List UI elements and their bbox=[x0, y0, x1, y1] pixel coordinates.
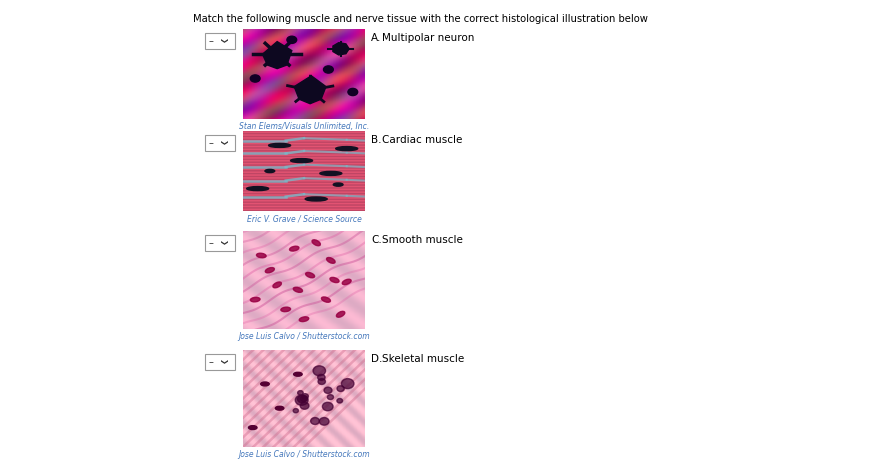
Text: Match the following muscle and nerve tissue with the correct histological illust: Match the following muscle and nerve tis… bbox=[193, 14, 648, 24]
Ellipse shape bbox=[342, 279, 351, 285]
Text: Jose Luis Calvo / Shutterstock.com: Jose Luis Calvo / Shutterstock.com bbox=[238, 450, 370, 459]
Ellipse shape bbox=[293, 287, 303, 292]
Ellipse shape bbox=[269, 144, 290, 147]
Circle shape bbox=[337, 399, 342, 403]
Ellipse shape bbox=[320, 171, 341, 175]
Text: C.: C. bbox=[371, 235, 382, 245]
Circle shape bbox=[250, 75, 260, 82]
Text: D.: D. bbox=[371, 354, 383, 364]
Circle shape bbox=[337, 386, 344, 392]
Text: A.: A. bbox=[371, 33, 382, 43]
Ellipse shape bbox=[248, 426, 257, 430]
Ellipse shape bbox=[312, 240, 321, 246]
Ellipse shape bbox=[326, 257, 335, 263]
Ellipse shape bbox=[336, 147, 358, 151]
FancyBboxPatch shape bbox=[205, 33, 235, 49]
Circle shape bbox=[287, 36, 297, 44]
Text: Smooth muscle: Smooth muscle bbox=[382, 235, 463, 245]
Circle shape bbox=[323, 402, 333, 411]
Text: –: – bbox=[209, 238, 214, 248]
Ellipse shape bbox=[290, 159, 313, 163]
Ellipse shape bbox=[336, 311, 345, 317]
FancyBboxPatch shape bbox=[205, 354, 235, 370]
Circle shape bbox=[300, 402, 309, 409]
Ellipse shape bbox=[275, 406, 284, 410]
Ellipse shape bbox=[294, 372, 302, 376]
Text: ❯: ❯ bbox=[219, 38, 226, 44]
Polygon shape bbox=[263, 42, 292, 68]
Ellipse shape bbox=[261, 382, 269, 386]
Circle shape bbox=[297, 395, 306, 402]
Text: ❯: ❯ bbox=[219, 140, 226, 146]
Text: –: – bbox=[209, 138, 214, 148]
Text: –: – bbox=[209, 36, 214, 46]
Text: –: – bbox=[209, 357, 214, 367]
Circle shape bbox=[323, 66, 333, 73]
Ellipse shape bbox=[333, 183, 343, 186]
Ellipse shape bbox=[289, 246, 299, 251]
Text: B.: B. bbox=[371, 135, 382, 145]
Circle shape bbox=[324, 387, 332, 393]
Circle shape bbox=[348, 88, 358, 96]
Ellipse shape bbox=[250, 297, 260, 302]
Ellipse shape bbox=[306, 272, 314, 278]
FancyBboxPatch shape bbox=[205, 135, 235, 151]
Circle shape bbox=[311, 417, 319, 424]
Text: ❯: ❯ bbox=[219, 359, 226, 365]
Text: ❯: ❯ bbox=[219, 240, 226, 246]
Ellipse shape bbox=[330, 277, 339, 283]
Circle shape bbox=[317, 374, 325, 380]
Circle shape bbox=[313, 366, 325, 376]
Ellipse shape bbox=[265, 267, 274, 273]
Ellipse shape bbox=[273, 282, 281, 288]
Ellipse shape bbox=[265, 169, 275, 173]
Circle shape bbox=[318, 378, 325, 385]
Text: Eric V. Grave / Science Source: Eric V. Grave / Science Source bbox=[246, 214, 361, 223]
Circle shape bbox=[341, 378, 354, 389]
Ellipse shape bbox=[280, 307, 290, 311]
Text: Multipolar neuron: Multipolar neuron bbox=[382, 33, 474, 43]
Circle shape bbox=[327, 394, 333, 400]
Ellipse shape bbox=[306, 197, 327, 201]
Text: Skeletal muscle: Skeletal muscle bbox=[382, 354, 464, 364]
Text: Stan Elems/Visuals Unlimited, Inc.: Stan Elems/Visuals Unlimited, Inc. bbox=[239, 122, 369, 131]
Ellipse shape bbox=[246, 187, 269, 190]
Ellipse shape bbox=[256, 253, 266, 258]
Ellipse shape bbox=[299, 317, 309, 322]
Circle shape bbox=[293, 408, 298, 413]
Circle shape bbox=[300, 396, 307, 401]
Ellipse shape bbox=[322, 297, 331, 302]
Circle shape bbox=[296, 395, 308, 405]
FancyBboxPatch shape bbox=[205, 235, 235, 251]
Polygon shape bbox=[333, 43, 349, 55]
Text: Jose Luis Calvo / Shutterstock.com: Jose Luis Calvo / Shutterstock.com bbox=[238, 332, 370, 341]
Polygon shape bbox=[294, 76, 326, 104]
Circle shape bbox=[297, 391, 303, 395]
Text: Cardiac muscle: Cardiac muscle bbox=[382, 135, 462, 145]
Circle shape bbox=[319, 417, 329, 425]
Circle shape bbox=[302, 393, 308, 399]
